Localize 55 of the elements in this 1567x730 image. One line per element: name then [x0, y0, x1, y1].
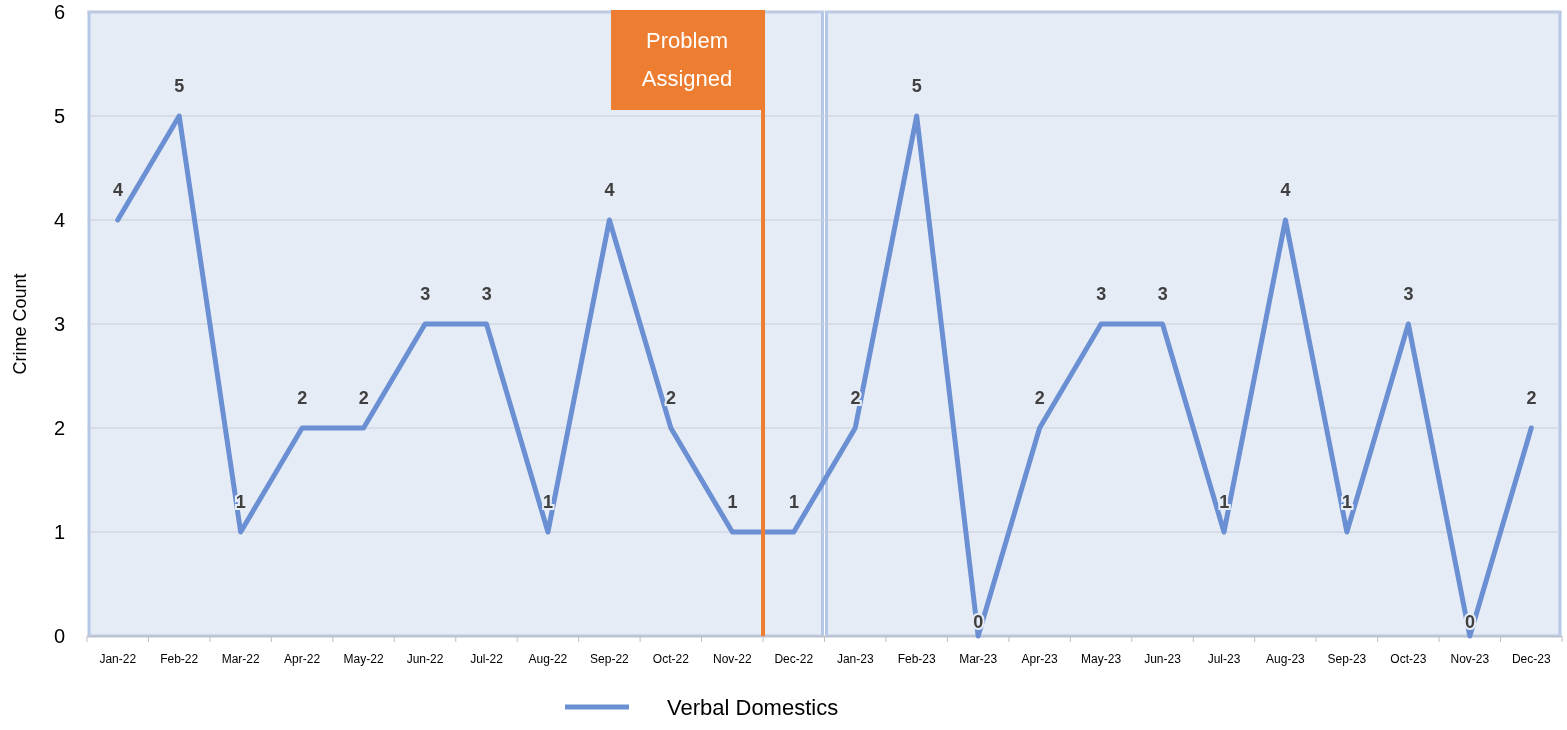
- x-tick-label: Jun-23: [1144, 651, 1182, 666]
- ref-line-label: Problem Assigned: [641, 28, 733, 91]
- y-tick-label: 0: [53, 624, 65, 647]
- x-tick-label: Nov-23: [1450, 651, 1490, 666]
- x-tick-label: Apr-22: [284, 651, 321, 666]
- x-tick-label: Jan-23: [836, 651, 874, 666]
- y-tick-label: 3: [53, 312, 65, 335]
- data-label: 1: [727, 492, 738, 512]
- x-tick-label: Sep-23: [1327, 651, 1367, 666]
- x-tick-label: Jul-23: [1207, 651, 1241, 666]
- x-tick-label: Dec-22: [774, 651, 814, 666]
- x-tick-label: Mar-22: [221, 651, 260, 666]
- data-label: 2: [850, 388, 861, 408]
- x-tick-label: Apr-23: [1021, 651, 1058, 666]
- x-tick-label: May-23: [1081, 651, 1122, 666]
- x-tick-label: Jul-22: [470, 651, 504, 666]
- data-label: 0: [973, 612, 984, 632]
- data-label: 3: [420, 284, 431, 304]
- x-tick-label: Feb-22: [160, 651, 199, 666]
- data-label: 4: [112, 180, 123, 200]
- x-tick-label: Aug-22: [528, 651, 568, 666]
- x-tick-label: May-22: [343, 651, 384, 666]
- x-tick-label: Sep-22: [590, 651, 630, 666]
- x-tick-label: Oct-22: [652, 651, 690, 666]
- data-label: 3: [481, 284, 492, 304]
- x-tick-label: Dec-23: [1511, 651, 1551, 666]
- x-tick-label: Aug-23: [1266, 651, 1306, 666]
- x-tick-label: Mar-23: [959, 651, 998, 666]
- data-label: 5: [911, 76, 922, 96]
- y-tick-label: 2: [53, 416, 65, 439]
- data-label: 4: [604, 180, 615, 200]
- y-tick-label: 4: [53, 208, 65, 231]
- data-label: 3: [1096, 284, 1107, 304]
- data-label: 3: [1157, 284, 1168, 304]
- data-label: 1: [788, 492, 799, 512]
- y-tick-label: 5: [53, 104, 65, 127]
- data-label: 2: [1526, 388, 1537, 408]
- x-tick-label: Feb-23: [897, 651, 937, 666]
- x-tick-label: Oct-23: [1390, 651, 1427, 666]
- data-label: 4: [1280, 180, 1291, 200]
- data-label: 2: [666, 388, 677, 408]
- data-label: 0: [1465, 612, 1476, 632]
- x-tick-label: Jun-22: [406, 651, 444, 666]
- data-label: 2: [358, 388, 369, 408]
- x-tick-label: Jan-22: [99, 651, 137, 666]
- data-label: 2: [1034, 388, 1045, 408]
- y-tick-label: 1: [53, 520, 65, 543]
- data-label: 3: [1403, 284, 1414, 304]
- data-label: 2: [297, 388, 308, 408]
- y-axis-title: Crime Count: [10, 273, 30, 375]
- data-label: 1: [1342, 492, 1353, 512]
- x-tick-label: Nov-22: [712, 651, 752, 666]
- legend-label: Verbal Domestics: [667, 695, 839, 720]
- data-label: 5: [174, 76, 185, 96]
- y-tick-label: 6: [53, 0, 65, 23]
